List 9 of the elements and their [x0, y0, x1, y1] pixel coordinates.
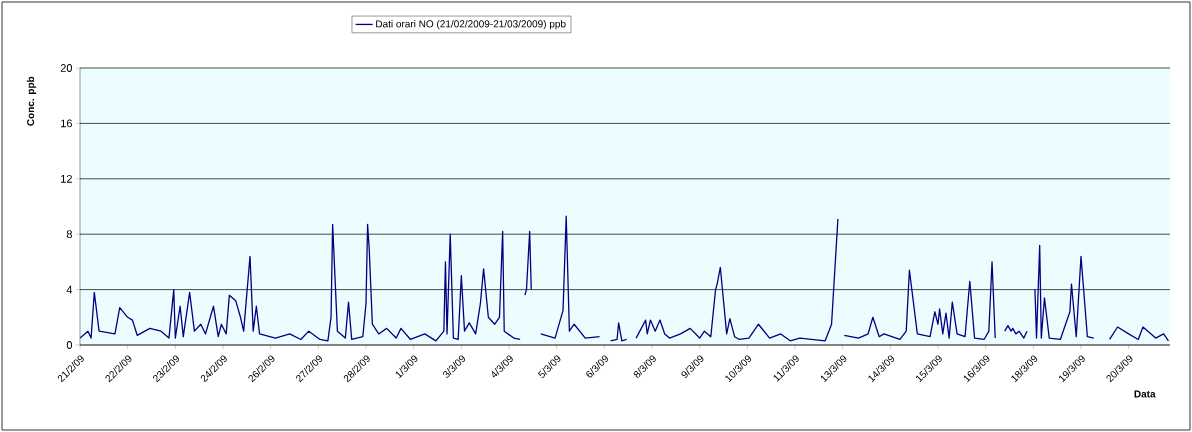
- y-tick-label: 20: [60, 64, 73, 72]
- y-tick-label: 8: [66, 230, 72, 239]
- y-tick-label: 0: [66, 341, 73, 349]
- y-axis-title: Conc. ppb: [26, 76, 37, 126]
- x-axis-title: Data: [1134, 390, 1156, 398]
- y-tick-label: 12: [61, 174, 72, 183]
- y-tick-label: 16: [61, 119, 72, 128]
- y-tick-label: 4: [66, 285, 73, 294]
- legend-label: Dati orari NO (21/02/2009-21/03/2009) ppb: [376, 20, 566, 30]
